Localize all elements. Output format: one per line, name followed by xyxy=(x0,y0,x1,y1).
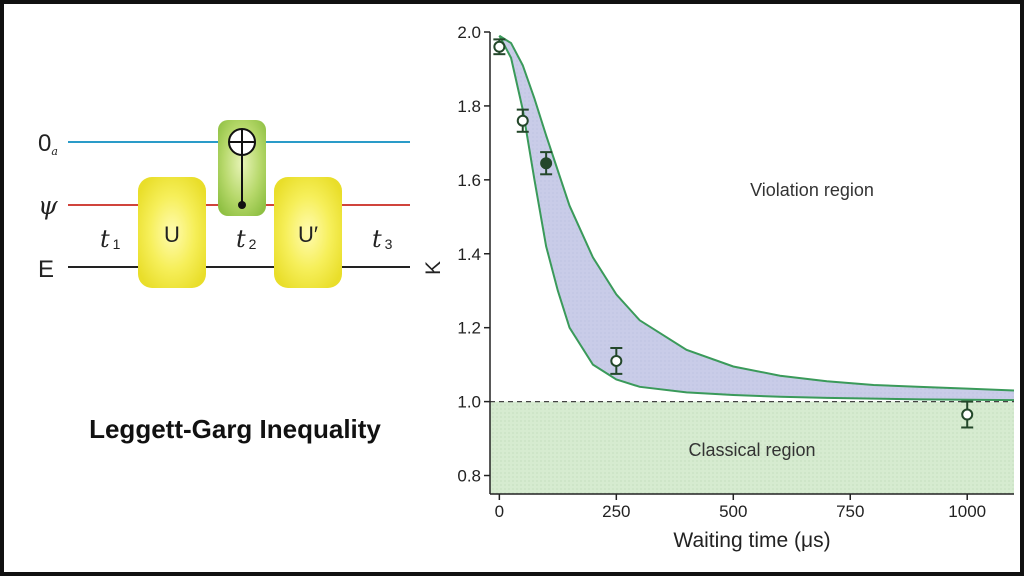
x-axis-label: Waiting time (μs) xyxy=(673,529,830,552)
slide-caption: Leggett-Garg Inequality xyxy=(89,414,381,444)
annotation-classical-region: Classical region xyxy=(688,440,815,460)
band-lower-curve xyxy=(498,35,1015,402)
violation-band-texture xyxy=(499,35,1014,401)
wire-label-psi: ψ xyxy=(38,191,58,220)
y-tick-label: 1.8 xyxy=(457,97,481,116)
y-tick-label: 1.6 xyxy=(457,171,481,190)
band-upper-curve xyxy=(498,34,1015,392)
x-tick-label: 0 xyxy=(495,502,504,521)
gate-u xyxy=(138,177,206,288)
annotation-violation-region: Violation region xyxy=(750,180,874,200)
violation-band-fill xyxy=(499,35,1014,401)
cnot-control-dot xyxy=(238,201,246,209)
chart: 0 250 500 750 1000 0.8 1.0 1.2 1.4 1.6 1.8 2.0 Viol… xyxy=(422,23,1015,552)
y-tick-label: 0.8 xyxy=(457,467,481,486)
x-tick-label: 750 xyxy=(836,502,864,521)
y-tick-label: 1.4 xyxy=(457,245,481,264)
classical-region-texture xyxy=(490,401,1014,494)
y-tick-label: 2.0 xyxy=(457,23,481,42)
x-tick-label: 1000 xyxy=(948,502,986,521)
data-point-open xyxy=(516,114,529,127)
y-axis-label: K xyxy=(422,261,445,275)
gate-u-label: U xyxy=(164,222,180,247)
x-tick-label: 250 xyxy=(602,502,630,521)
data-point-open xyxy=(493,40,506,53)
data-point-open xyxy=(610,354,623,367)
wire-label-ancilla: 0a xyxy=(38,130,58,158)
x-tick-label: 500 xyxy=(719,502,747,521)
y-tick-label: 1.0 xyxy=(457,393,481,412)
gate-u-prime xyxy=(274,177,342,288)
y-tick-label: 1.2 xyxy=(457,319,481,338)
wire-label-environment: E xyxy=(38,256,54,283)
gate-u-prime-label: U′ xyxy=(298,222,318,247)
data-point-open xyxy=(961,408,974,421)
data-point-filled xyxy=(540,157,553,170)
